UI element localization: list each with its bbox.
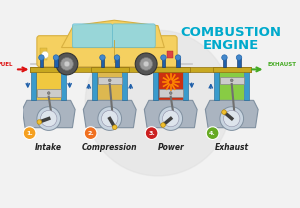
- Bar: [223, 58, 226, 67]
- Circle shape: [159, 107, 183, 130]
- Bar: [61, 71, 66, 100]
- Circle shape: [37, 120, 42, 124]
- Circle shape: [47, 92, 50, 94]
- Bar: [153, 71, 158, 100]
- Circle shape: [161, 55, 166, 60]
- Bar: [220, 77, 244, 84]
- Bar: [244, 71, 249, 100]
- Circle shape: [41, 51, 49, 58]
- Circle shape: [53, 55, 59, 60]
- Circle shape: [145, 127, 158, 140]
- Bar: [91, 67, 129, 72]
- Text: Compression: Compression: [82, 143, 137, 152]
- Circle shape: [230, 79, 233, 82]
- Bar: [30, 67, 68, 72]
- Bar: [115, 58, 119, 67]
- Text: 1.: 1.: [26, 131, 33, 136]
- Polygon shape: [205, 100, 258, 128]
- Circle shape: [163, 110, 179, 127]
- Text: Power: Power: [158, 143, 184, 152]
- Polygon shape: [83, 100, 136, 128]
- Bar: [100, 58, 104, 67]
- Bar: [162, 58, 165, 67]
- Bar: [98, 77, 122, 84]
- Text: Intake: Intake: [35, 143, 62, 152]
- Circle shape: [37, 107, 61, 130]
- Bar: [92, 71, 97, 100]
- Bar: [219, 71, 244, 100]
- Text: COMBUSTION: COMBUSTION: [180, 26, 281, 40]
- Circle shape: [23, 127, 36, 140]
- Circle shape: [108, 79, 111, 82]
- Circle shape: [100, 55, 105, 60]
- Bar: [40, 48, 47, 60]
- Bar: [30, 67, 251, 72]
- Circle shape: [175, 55, 181, 60]
- Bar: [176, 58, 180, 67]
- Bar: [40, 58, 43, 67]
- Circle shape: [56, 53, 78, 75]
- Circle shape: [143, 61, 149, 67]
- Text: EXHAUST: EXHAUST: [267, 62, 296, 67]
- Circle shape: [85, 30, 231, 176]
- Circle shape: [236, 55, 242, 60]
- Circle shape: [222, 110, 226, 114]
- Circle shape: [206, 127, 219, 140]
- Bar: [36, 71, 62, 100]
- Circle shape: [169, 92, 172, 94]
- Bar: [37, 89, 61, 97]
- Circle shape: [98, 107, 122, 130]
- Bar: [214, 71, 219, 100]
- Circle shape: [135, 53, 157, 75]
- FancyBboxPatch shape: [37, 36, 177, 67]
- Circle shape: [84, 127, 97, 140]
- Polygon shape: [61, 20, 164, 48]
- Polygon shape: [144, 100, 197, 128]
- Text: FUEL: FUEL: [0, 62, 13, 67]
- Circle shape: [101, 110, 118, 127]
- Bar: [152, 67, 190, 72]
- Bar: [237, 58, 241, 67]
- Circle shape: [220, 107, 244, 130]
- Circle shape: [64, 61, 70, 67]
- Circle shape: [39, 55, 44, 60]
- Bar: [184, 71, 188, 100]
- Circle shape: [140, 58, 152, 70]
- FancyBboxPatch shape: [112, 24, 155, 48]
- Bar: [167, 51, 173, 58]
- Circle shape: [161, 123, 165, 127]
- Text: 2.: 2.: [87, 131, 94, 136]
- Bar: [213, 67, 251, 72]
- Circle shape: [114, 55, 120, 60]
- Text: 4.: 4.: [209, 131, 216, 136]
- Bar: [54, 58, 58, 67]
- Bar: [32, 71, 36, 100]
- Text: ENGINE: ENGINE: [203, 39, 259, 52]
- Circle shape: [112, 125, 117, 130]
- Text: Exhaust: Exhaust: [215, 143, 249, 152]
- Bar: [97, 71, 122, 100]
- FancyBboxPatch shape: [72, 24, 112, 48]
- Circle shape: [222, 55, 227, 60]
- Circle shape: [61, 58, 73, 70]
- Circle shape: [224, 110, 240, 127]
- Polygon shape: [22, 100, 75, 128]
- Circle shape: [40, 110, 57, 127]
- Bar: [122, 71, 127, 100]
- Bar: [158, 71, 184, 100]
- Text: 3.: 3.: [148, 131, 155, 136]
- Bar: [159, 89, 183, 97]
